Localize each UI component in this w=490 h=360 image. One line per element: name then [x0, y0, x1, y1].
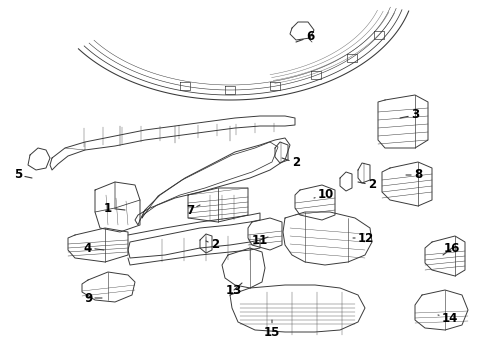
Text: 6: 6 — [296, 31, 314, 44]
Text: 14: 14 — [438, 311, 458, 324]
Text: 11: 11 — [252, 234, 268, 247]
Text: 15: 15 — [264, 320, 280, 338]
Text: 7: 7 — [186, 203, 200, 216]
Text: 2: 2 — [206, 238, 219, 252]
Text: 3: 3 — [400, 108, 419, 122]
Text: 13: 13 — [226, 283, 242, 297]
Text: 8: 8 — [406, 168, 422, 181]
Text: 10: 10 — [314, 189, 334, 202]
Text: 2: 2 — [282, 157, 300, 170]
Text: 2: 2 — [358, 179, 376, 192]
Text: 4: 4 — [84, 242, 104, 255]
Text: 1: 1 — [104, 202, 125, 215]
Text: 12: 12 — [353, 231, 374, 244]
Text: 9: 9 — [84, 292, 102, 305]
Text: 5: 5 — [14, 168, 32, 181]
Text: 16: 16 — [443, 242, 460, 255]
